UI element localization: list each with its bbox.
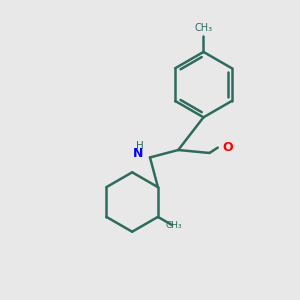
Text: N: N bbox=[133, 147, 143, 161]
Text: CH₃: CH₃ bbox=[194, 23, 213, 33]
Text: O: O bbox=[222, 141, 233, 154]
Text: CH₃: CH₃ bbox=[165, 221, 182, 230]
Text: H: H bbox=[136, 141, 143, 151]
